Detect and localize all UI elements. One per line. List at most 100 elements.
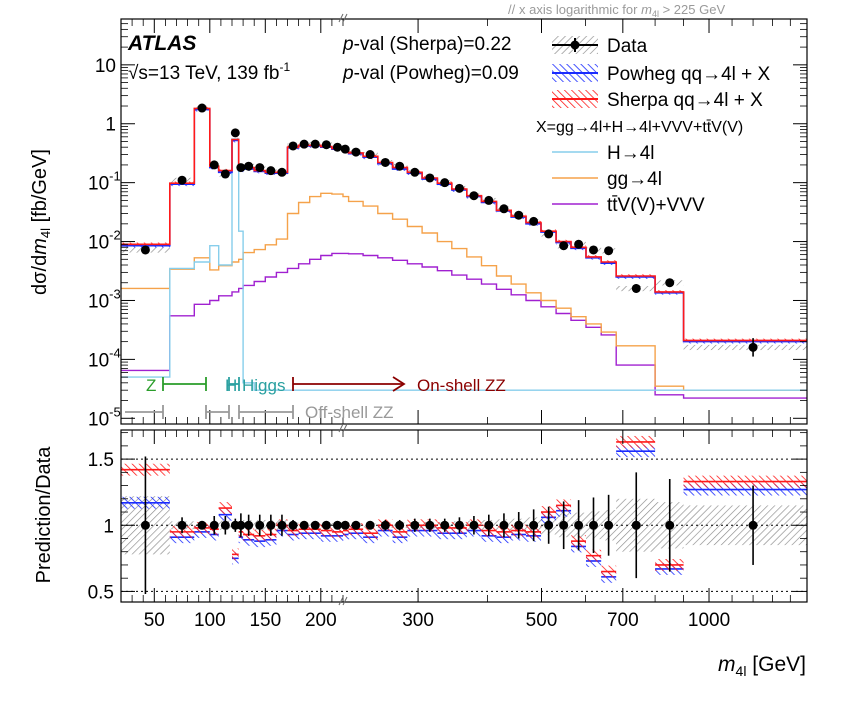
data-point <box>351 147 361 157</box>
data-point <box>484 195 494 205</box>
data-point <box>220 169 230 179</box>
ratio-data-point <box>665 520 675 530</box>
region-higgs-label: Higgs <box>242 376 285 395</box>
legend-entry-ttv: tt̄V(V)+VVV <box>552 195 705 216</box>
ratio-panel-plot-area <box>121 435 807 595</box>
ratio-data-point <box>469 520 479 530</box>
ratio-data-point <box>288 520 298 530</box>
upper-y-axis-title: dσ/dm4l [fb/GeV] <box>29 149 53 295</box>
upper-y-tick-label: 1 <box>105 115 116 136</box>
ratio-data-point <box>499 520 509 530</box>
ratio-data-point <box>588 520 598 530</box>
ratio-data-point <box>484 520 494 530</box>
sherpa-histogram <box>121 107 807 342</box>
ratio-data-point <box>631 520 641 530</box>
data-point <box>177 175 187 185</box>
data-point <box>299 139 309 149</box>
x-tick-label: 500 <box>526 610 558 631</box>
ratio-data-point <box>395 520 405 530</box>
atlas-label: ATLAS <box>127 32 196 55</box>
ratio-data-point <box>410 520 420 530</box>
upper-y-tick-label: 10-1 <box>88 169 121 195</box>
x-tick-label: 150 <box>249 610 281 631</box>
ratio-data-point <box>236 520 246 530</box>
ratio-data-point <box>310 520 320 530</box>
region-offshell-label: Off-shell ZZ <box>305 403 393 422</box>
energy-lumi-label: √s=13 TeV, 139 fb-1 <box>128 60 290 84</box>
ratio-data-point <box>574 520 584 530</box>
data-point <box>255 163 265 173</box>
x-tick-label: 700 <box>607 610 639 631</box>
pval-sherpa: p-val (Sherpa)=0.22 <box>342 34 511 55</box>
data-point <box>140 245 150 255</box>
ttv-vvv-histogram <box>121 252 807 399</box>
ratio-data-point <box>559 520 569 530</box>
gg4l-histogram <box>121 192 807 391</box>
log-axis-note-slashes: // <box>508 2 516 17</box>
ratio-data-point <box>244 520 254 530</box>
data-point <box>514 210 524 220</box>
ratio-y-tick-label: 1.5 <box>88 450 114 471</box>
ratio-data-point <box>748 520 758 530</box>
ratio-data-point <box>209 520 219 530</box>
legend-entry-sherpa: Sherpa qq→4l + X <box>552 90 763 111</box>
ratio-data-point <box>177 520 187 530</box>
pval-powheg: p-val (Powheg)=0.09 <box>342 63 519 84</box>
region-onshell-arrow <box>292 376 406 392</box>
data-point <box>395 161 405 171</box>
data-point <box>209 160 219 170</box>
region-markers: Z H Higgs On-shell ZZ Off-shell ZZ <box>125 376 506 422</box>
data-point <box>574 239 584 249</box>
log-axis-note: x axis logarithmic for m4l > 225 GeV <box>519 2 725 19</box>
data-point <box>310 139 320 149</box>
data-point <box>631 283 641 293</box>
ratio-data-point <box>197 520 207 530</box>
ratio-data-point <box>529 520 539 530</box>
ratio-data-point <box>332 520 342 530</box>
axis-break-marks <box>338 13 348 606</box>
data-point <box>332 142 342 152</box>
region-onshell-label: On-shell ZZ <box>417 376 506 395</box>
ratio-data-point <box>277 520 287 530</box>
data-point <box>425 173 435 183</box>
ratio-data-point <box>321 520 331 530</box>
data-point <box>559 241 569 251</box>
region-offshell-bars <box>125 405 294 419</box>
ratio-data-point <box>514 520 524 530</box>
data-point <box>544 229 554 239</box>
ratio-data-point <box>544 520 554 530</box>
ratio-data-point <box>380 520 390 530</box>
data-point <box>748 342 758 352</box>
legend-entry-gg4l: gg→4l <box>552 169 662 190</box>
legend-h4l-label: H→4l <box>607 143 655 164</box>
data-point <box>197 103 207 113</box>
ratio-data-point <box>351 520 361 530</box>
data-point <box>529 216 539 226</box>
legend-entry-data: Data <box>552 36 648 57</box>
upper-y-tick-label: 10-5 <box>88 404 121 430</box>
x-tick-label: 100 <box>194 610 226 631</box>
ratio-panel-frame <box>120 429 808 603</box>
ratio-data-point <box>604 520 614 530</box>
x-tick-label: 50 <box>144 610 165 631</box>
axes: 10-5 10-4 10-3 10-2 10-1 1 10 0.5 1 1.5 50 100 150 20… <box>88 18 808 631</box>
ratio-data-point <box>140 520 150 530</box>
data-point <box>454 183 464 193</box>
legend-x-definition: X=gg→4l+H→4l+VVV+tt̄V(V) <box>536 119 743 136</box>
data-point <box>410 167 420 177</box>
h4l-histogram <box>121 138 807 391</box>
upper-panel-plot-area <box>121 103 807 399</box>
legend-data-marker <box>570 40 580 50</box>
ratio-data-point <box>440 520 450 530</box>
ratio-data-point <box>299 520 309 530</box>
ratio-data-point <box>255 520 265 530</box>
data-point <box>288 141 298 151</box>
upper-y-tick-label: 10 <box>95 56 116 77</box>
x-tick-label: 200 <box>305 610 337 631</box>
data-point <box>588 245 598 255</box>
ratio-data-point <box>425 520 435 530</box>
data-point <box>244 161 254 171</box>
data-point <box>665 278 675 288</box>
legend-entry-powheg: Powheg qq→4l + X <box>552 64 771 85</box>
data-point <box>340 144 350 154</box>
